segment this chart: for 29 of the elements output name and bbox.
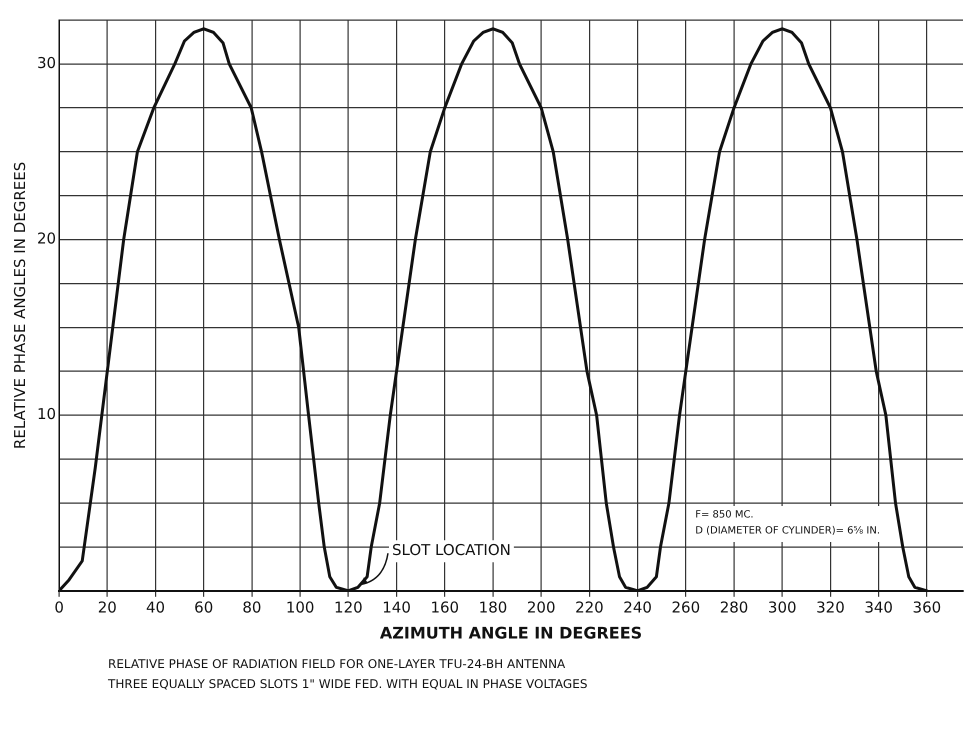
x-tick-label: 220 bbox=[575, 598, 604, 617]
x-tick-label: 60 bbox=[194, 598, 214, 617]
x-tick-label: 360 bbox=[912, 598, 942, 617]
text: THREE EQUALLY SPACED SLOTS 1" WIDE FED. WITH EQUAL IN PHASE VOLTAGES bbox=[108, 676, 588, 693]
x-tick-label: 20 bbox=[98, 598, 117, 617]
x-tick-label: 280 bbox=[720, 598, 748, 617]
x-tick-label: 340 bbox=[864, 598, 893, 617]
x-tick-label: 320 bbox=[816, 598, 845, 617]
text: RELATIVE PHASE OF RADIATION FIELD FOR ONE-LAYER TFU-24-BH ANTENNA bbox=[108, 656, 566, 673]
x-tick-label: 180 bbox=[478, 598, 508, 617]
x-tick-label: 40 bbox=[146, 598, 166, 617]
annotation: F= 850 MC. bbox=[695, 510, 754, 521]
x-tick-label: 200 bbox=[526, 598, 556, 617]
x-tick-label: 240 bbox=[623, 598, 652, 617]
x-tick-label: 100 bbox=[286, 598, 314, 617]
x-tick-label: 120 bbox=[334, 598, 363, 617]
y-tick-label: 10 bbox=[36, 405, 56, 424]
y-axis-title: RELATIVE PHASE ANGLES IN DEGREES bbox=[10, 162, 29, 450]
x-tick-label: 260 bbox=[671, 598, 700, 617]
x-tick-label: 0 bbox=[54, 598, 64, 617]
annotation: D (DIAMETER OF CYLINDER)= 6⅝ IN. bbox=[695, 526, 880, 537]
x-tick-label: 140 bbox=[382, 598, 411, 617]
x-tick-label: 80 bbox=[242, 598, 262, 617]
x-tick-label: 300 bbox=[768, 598, 797, 617]
x-tick-label: 160 bbox=[430, 598, 460, 617]
annotation: SLOT LOCATION bbox=[392, 541, 511, 560]
y-tick-label: 20 bbox=[36, 229, 56, 248]
y-tick-label: 30 bbox=[36, 54, 56, 72]
x-axis-title: AZIMUTH ANGLE IN DEGREES bbox=[380, 624, 642, 643]
